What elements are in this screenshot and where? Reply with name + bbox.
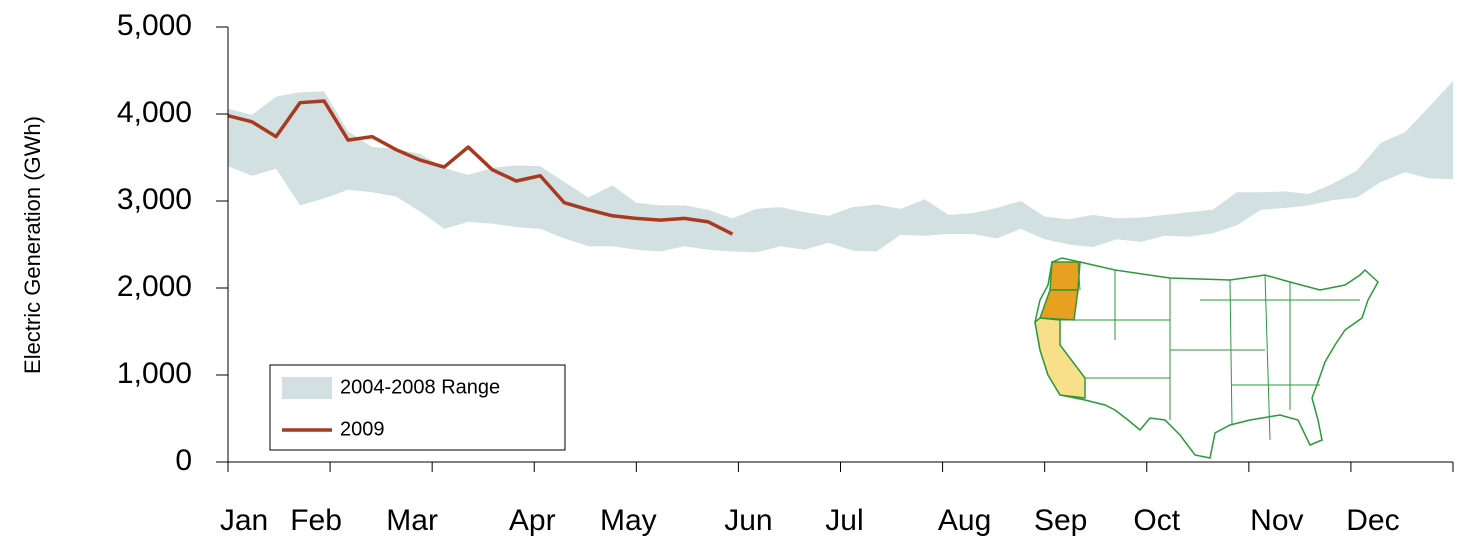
range-band bbox=[228, 80, 1453, 253]
us-outline bbox=[1034, 257, 1379, 459]
x-tick-label: May bbox=[600, 504, 657, 537]
y-tick-label: 5,000 bbox=[117, 9, 192, 42]
y-axis-title: Electric Generation (GWh) bbox=[20, 116, 45, 374]
series-line bbox=[227, 99, 734, 236]
y-tick-label: 0 bbox=[175, 444, 192, 477]
x-tick-label: Oct bbox=[1133, 504, 1180, 537]
y-tick-label: 3,000 bbox=[117, 183, 192, 216]
legend-label: 2009 bbox=[340, 418, 385, 440]
state-borders bbox=[1060, 261, 1360, 441]
state-wa bbox=[1049, 261, 1081, 291]
x-tick-label: Aug bbox=[938, 504, 991, 537]
us-map bbox=[1034, 257, 1379, 459]
legend-label: 2004-2008 Range bbox=[340, 376, 500, 398]
x-tick-label: Nov bbox=[1250, 504, 1303, 537]
y-tick-label: 1,000 bbox=[117, 357, 192, 390]
x-tick-label: Jul bbox=[825, 504, 863, 537]
legend-swatch bbox=[282, 377, 332, 399]
x-tick-label: Apr bbox=[509, 504, 556, 537]
x-tick-label: Sep bbox=[1034, 504, 1087, 537]
x-tick-label: Jun bbox=[724, 504, 772, 537]
x-tick-label: Dec bbox=[1346, 504, 1399, 537]
x-tick-label: Feb bbox=[290, 504, 342, 537]
y-tick-label: 2,000 bbox=[117, 270, 192, 303]
x-tick-label: Jan bbox=[220, 504, 268, 537]
state-ca bbox=[1034, 317, 1086, 399]
x-tick-label: Mar bbox=[386, 504, 438, 537]
y-tick-label: 4,000 bbox=[117, 96, 192, 129]
